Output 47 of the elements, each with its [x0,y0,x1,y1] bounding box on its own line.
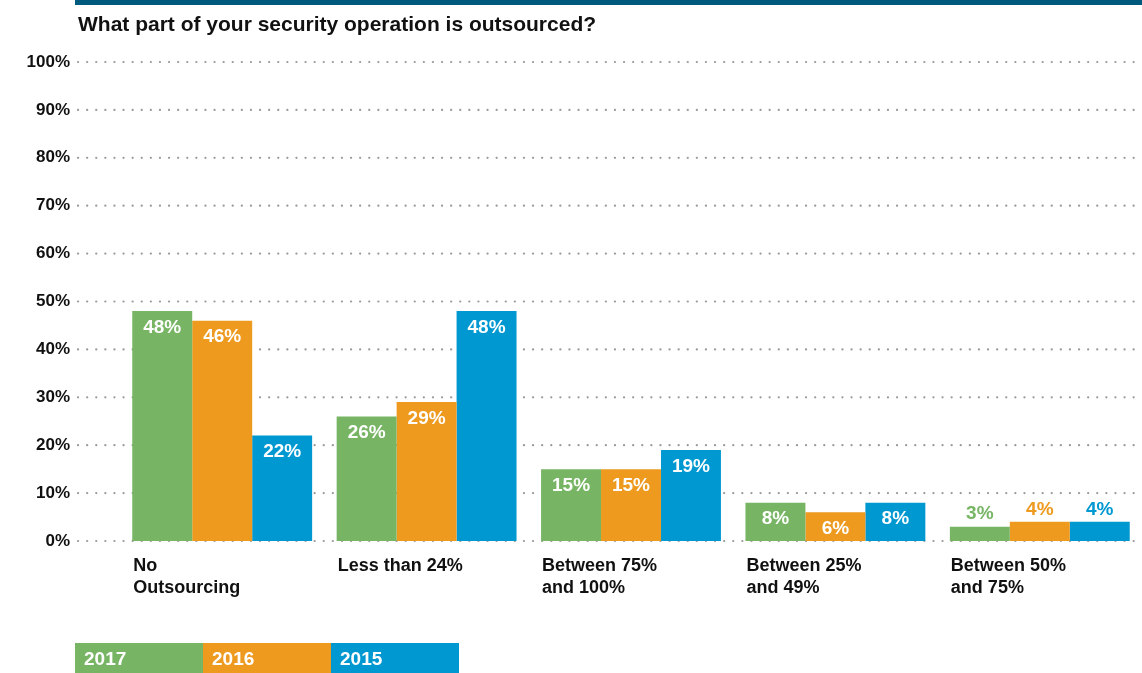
text: 2015 [331,643,459,673]
data-label: 19% [671,454,711,476]
data-label: 8% [761,507,790,529]
bar [1069,521,1130,541]
data-label: 48% [467,315,506,337]
data-label: 15% [552,473,591,495]
bar [132,311,193,541]
y-tick-label: 70% [35,195,70,215]
data-label: 46% [203,325,242,347]
y-tick-label: 80% [35,147,70,167]
y-tick-label: 30% [35,386,70,406]
data-label: 29% [407,406,446,428]
bar [1009,521,1070,541]
y-tick-label: 0% [45,530,70,550]
x-tick-label: Between 50% and 75% [950,554,1066,597]
bar [949,526,1010,541]
bar [541,469,602,541]
y-tick-label: 50% [35,291,70,311]
y-tick-label: 60% [35,243,70,263]
data-label: 15% [611,473,651,495]
bar [660,449,721,541]
x-tick-label: Between 75% and 100% [542,554,658,597]
text: 2016 [203,643,331,673]
data-label: 4% [1026,497,1054,519]
data-label: 26% [347,421,386,443]
text: 2017 [75,643,203,673]
bar [456,311,517,541]
y-tick-label: 20% [35,434,70,454]
data-label: 6% [821,516,850,538]
bar [336,416,397,541]
data-label: 4% [1086,497,1114,519]
bar [601,469,661,541]
x-tick-label: Less than 24% [337,554,463,575]
x-tick-label: Between 25% and 49% [746,554,862,597]
bar [252,435,313,541]
chart-title: What part of your security operation is outsourced? [78,12,597,36]
data-label: 8% [881,507,910,529]
y-tick-label: 10% [35,482,70,502]
data-label: 3% [966,502,994,524]
bar [396,402,457,541]
data-label: 22% [263,440,302,462]
y-tick-label: 40% [35,339,70,359]
bar [192,320,253,541]
data-label: 48% [143,315,182,337]
x-tick-label: No Outsourcing [133,554,241,597]
y-tick-label: 100% [26,51,70,71]
y-tick-label: 90% [35,99,70,119]
